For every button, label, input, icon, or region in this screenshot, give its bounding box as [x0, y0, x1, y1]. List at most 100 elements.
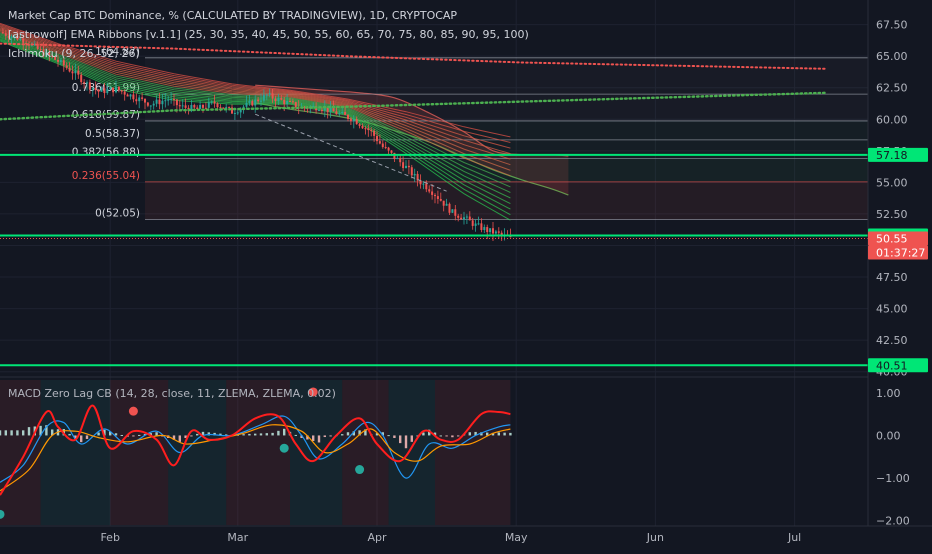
macd-histogram-bar — [329, 435, 332, 437]
candle-body — [460, 217, 463, 220]
candle-body — [112, 87, 115, 93]
time-tick-label: Jul — [787, 531, 801, 544]
macd-band — [290, 380, 343, 525]
time-axis-bg — [0, 526, 932, 550]
candle-body — [262, 94, 265, 101]
candle-body — [115, 86, 117, 93]
candle-body — [16, 35, 19, 40]
candle-body — [268, 93, 271, 95]
candle-body — [274, 98, 277, 102]
price-badge[interactable]: 50.55 — [876, 233, 908, 246]
macd-histogram-bar — [213, 432, 216, 436]
macd-histogram-bar — [178, 435, 181, 442]
price-badge[interactable]: 40.51 — [876, 359, 908, 372]
price-tick-label: 55.00 — [876, 176, 908, 189]
candle-body — [312, 105, 315, 107]
dashed-trendline — [255, 113, 447, 192]
macd-histogram-bar — [312, 435, 315, 441]
overlay-lines — [0, 42, 868, 367]
candle-body — [463, 217, 465, 220]
candle-body — [303, 107, 306, 109]
fib-level-label[interactable]: 1(64.87) — [95, 46, 140, 58]
macd-band — [40, 380, 111, 525]
fib-zone — [145, 158, 868, 182]
candle-body — [120, 90, 123, 92]
macd-histogram-bar — [207, 432, 210, 436]
macd-histogram-bar — [109, 431, 112, 436]
macd-legend[interactable]: MACD Zero Lag CB (14, 28, close, 11, ZLE… — [8, 387, 336, 400]
ema-ribbon-line — [0, 28, 511, 166]
macd-histogram-bar — [283, 428, 286, 436]
candle-body — [492, 228, 494, 234]
macd-cross-dot — [355, 465, 365, 475]
candle-body — [373, 130, 376, 136]
candle-body — [204, 107, 207, 109]
candle-body — [13, 35, 16, 37]
candle-body — [141, 97, 144, 99]
candle-body — [77, 70, 80, 75]
candle-body — [318, 110, 320, 112]
macd-histogram-bar — [242, 434, 245, 436]
macd-histogram-bar — [480, 432, 483, 436]
candle-body — [80, 74, 83, 83]
macd-histogram-bar — [341, 434, 344, 436]
candle-body — [358, 124, 361, 126]
candle-body — [352, 119, 355, 122]
macd-histogram-bar — [45, 425, 48, 436]
candle-body — [378, 141, 381, 144]
candle-body — [500, 232, 503, 235]
candle-body — [381, 143, 384, 148]
macd-band — [388, 380, 435, 525]
candle-body — [59, 60, 62, 62]
candle-body — [425, 183, 428, 190]
price-badge[interactable]: 57.18 — [876, 149, 908, 162]
candle-body — [57, 59, 59, 62]
candle-body — [277, 97, 280, 102]
macd-band — [110, 380, 169, 525]
candle-body — [332, 107, 335, 112]
candle-body — [181, 105, 184, 107]
fib-level-label[interactable]: 0.236(55.04) — [72, 170, 140, 182]
candle-body — [436, 196, 439, 199]
fib-level-label[interactable]: 0.5(58.37) — [85, 128, 140, 140]
macd-histogram-bar — [39, 425, 42, 436]
ema-ribbon-legend[interactable]: [astrowolf] EMA Ribbons [v.1.1] (25, 30,… — [8, 28, 529, 41]
macd-zero-lag-line — [0, 404, 511, 496]
fib-zone — [145, 120, 868, 140]
macd-histogram-bar — [399, 435, 402, 444]
fib-level-label[interactable]: 0(52.05) — [95, 208, 140, 220]
candle-body — [48, 51, 51, 56]
ichimoku-legend[interactable]: Ichimoku (9, 26, 52, 26) — [8, 47, 140, 60]
macd-histogram-bar — [491, 432, 495, 436]
candle-body — [199, 104, 202, 109]
candle-body — [190, 104, 193, 111]
candle-body — [138, 97, 141, 102]
macd-histogram-bar — [0, 430, 2, 436]
macd-histogram-bar — [317, 435, 321, 443]
fib-level-label[interactable]: 0.382(56.88) — [72, 147, 140, 159]
macd-histogram-bar — [68, 433, 71, 436]
dotted-red-ma — [0, 42, 828, 70]
bar-countdown-badge[interactable]: 01:37:27 — [876, 247, 925, 260]
candle-body — [54, 56, 57, 60]
candle-body — [202, 104, 204, 108]
main-title[interactable]: Market Cap BTC Dominance, % (CALCULATED … — [8, 9, 457, 22]
candle-body — [341, 112, 344, 114]
price-tick-label: 67.50 — [876, 19, 908, 32]
macd-histogram-bar — [509, 432, 512, 436]
macd-tick-label: −2.00 — [876, 515, 910, 528]
macd-histogram-bar — [74, 435, 77, 439]
macd-histogram-bar — [120, 434, 123, 436]
candle-body — [25, 42, 28, 45]
candle-body — [233, 112, 236, 114]
macd-histogram-bar — [271, 432, 274, 436]
candle-body — [173, 99, 175, 101]
macd-histogram-bar — [404, 435, 408, 449]
price-tick-label: 62.50 — [876, 82, 908, 95]
candle-body — [399, 158, 402, 163]
macd-histogram-bar — [277, 430, 280, 436]
price-tick-label: 65.00 — [876, 50, 908, 63]
candle-body — [431, 191, 434, 195]
